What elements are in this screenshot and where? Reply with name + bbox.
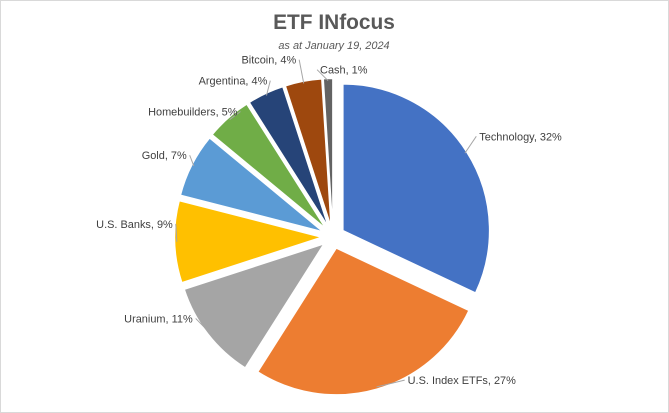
leader-line (376, 379, 405, 388)
pie-slice-cash (322, 78, 334, 225)
data-label: Gold, 7% (142, 150, 187, 162)
pie-slice-uranium (183, 243, 325, 369)
pie-slices (174, 78, 490, 396)
pie-slice-gold (180, 137, 323, 232)
chart-subtitle: as at January 19, 2024 (278, 40, 389, 52)
data-label: Homebuilders, 5% (148, 106, 238, 118)
data-labels: Technology, 32% U.S. Index ETFs, 27% Urani… (96, 55, 562, 387)
leader-line (298, 59, 305, 84)
data-label: Bitcoin, 4% (241, 55, 296, 67)
leader-line (229, 111, 241, 121)
data-label: U.S. Index ETFs, 27% (408, 375, 516, 387)
leader-line (189, 155, 195, 167)
pie-slice-argentina (248, 86, 329, 227)
leader-line (266, 80, 271, 96)
pie-slice-u-s-index-etfs (257, 247, 470, 396)
pie-slice-technology (342, 83, 490, 294)
leader-line (316, 69, 329, 82)
data-label: Argentina, 4% (199, 76, 268, 88)
pie-slice-u-s-banks (174, 200, 323, 284)
leader-line (195, 318, 210, 333)
data-label: U.S. Banks, 9% (96, 219, 173, 231)
data-label: Uranium, 11% (124, 313, 193, 325)
pie-slice-homebuilders (211, 103, 326, 229)
leader-lines (175, 59, 477, 388)
chart-title: ETF INfocus (273, 11, 395, 34)
data-label: Cash, 1% (320, 65, 368, 77)
leader-line (464, 136, 477, 154)
data-label: Technology, 32% (479, 131, 562, 143)
leader-line (175, 223, 178, 242)
